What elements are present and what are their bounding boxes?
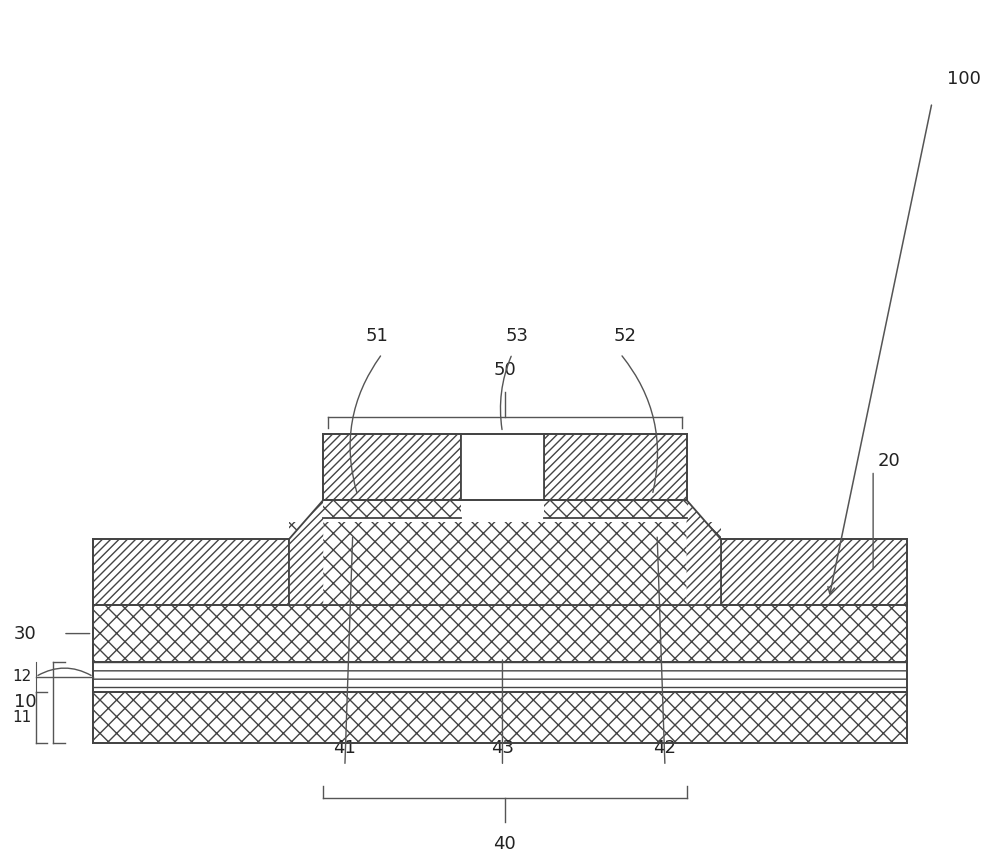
Polygon shape <box>289 522 721 605</box>
Bar <box>93 662 907 691</box>
Text: 20: 20 <box>878 452 901 470</box>
Text: 12: 12 <box>12 669 32 685</box>
Bar <box>721 539 907 605</box>
Text: 30: 30 <box>14 624 37 642</box>
Text: 50: 50 <box>494 361 516 379</box>
Bar <box>544 500 687 518</box>
Bar <box>544 434 687 500</box>
Text: 100: 100 <box>947 70 981 88</box>
Text: 41: 41 <box>333 740 356 758</box>
Text: 43: 43 <box>491 740 514 758</box>
Bar <box>93 605 907 662</box>
Bar <box>461 434 544 500</box>
Text: 52: 52 <box>614 327 637 345</box>
Bar <box>93 539 289 605</box>
Text: 11: 11 <box>12 710 32 724</box>
Text: 42: 42 <box>653 740 676 758</box>
Text: 40: 40 <box>494 835 516 853</box>
Bar <box>93 691 907 742</box>
Text: 51: 51 <box>366 327 389 345</box>
Text: 53: 53 <box>506 327 529 345</box>
Polygon shape <box>687 500 721 605</box>
Bar <box>323 500 461 518</box>
Text: 10: 10 <box>14 693 37 711</box>
Polygon shape <box>289 500 323 605</box>
Bar <box>323 434 461 500</box>
